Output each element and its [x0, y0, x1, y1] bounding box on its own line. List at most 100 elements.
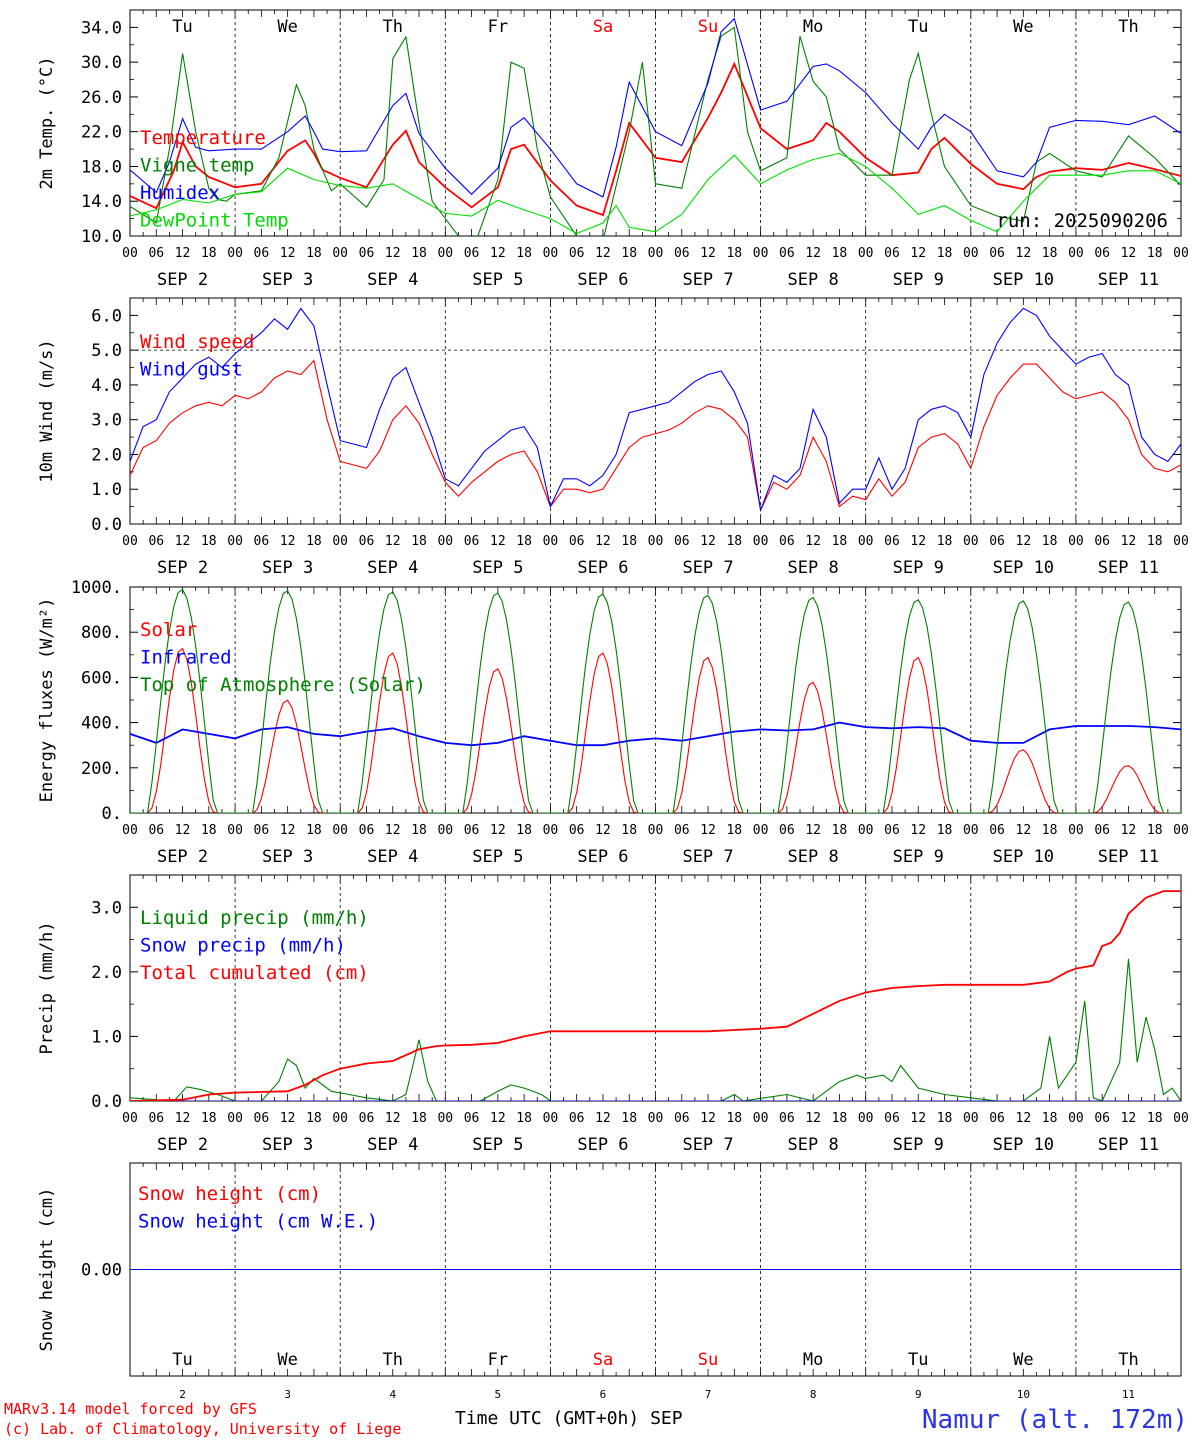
day-number-label: 3	[284, 1388, 291, 1401]
series-line	[130, 26, 1181, 236]
hour-label: 00	[963, 823, 979, 838]
hour-label: 00	[753, 823, 769, 838]
weekday-label: Th	[383, 1350, 403, 1370]
date-label: SEP 4	[367, 847, 418, 867]
credit-line: MARv3.14 model forced by GFS	[4, 1400, 257, 1418]
series-line	[130, 17, 1181, 198]
hour-label: 06	[569, 246, 585, 261]
hour-label: 00	[332, 534, 348, 549]
date-label: SEP 9	[893, 1135, 944, 1155]
hour-label: 00	[648, 823, 664, 838]
y-tick-label: 1.0	[91, 480, 122, 500]
legend-entry: DewPoint Temp	[140, 210, 289, 232]
hour-label: 18	[832, 246, 848, 261]
hour-label: 18	[621, 823, 637, 838]
day-number-label: 6	[600, 1388, 607, 1401]
hour-label: 06	[1094, 534, 1110, 549]
date-label: SEP 9	[893, 847, 944, 867]
date-label: SEP 7	[682, 558, 733, 578]
date-label: SEP 5	[472, 270, 523, 290]
y-tick-label: 18.0	[81, 157, 122, 177]
hour-label: 00	[1173, 823, 1189, 838]
hour-label: 06	[254, 823, 270, 838]
weekday-label: Fr	[488, 17, 508, 37]
hour-label: 00	[1173, 534, 1189, 549]
legend-entry: Total cumulated (cm)	[140, 962, 369, 984]
weekday-label: Sa	[593, 1350, 613, 1370]
date-label: SEP 5	[472, 558, 523, 578]
hour-label: 12	[385, 1111, 401, 1126]
hour-label: 00	[1068, 534, 1084, 549]
hour-label: 06	[1094, 1111, 1110, 1126]
y-tick-label: 26.0	[81, 88, 122, 108]
y-tick-label: 400.	[81, 714, 122, 734]
hour-label: 18	[201, 246, 217, 261]
hour-label: 18	[937, 1111, 953, 1126]
date-label: SEP 6	[577, 1135, 628, 1155]
day-number-label: 10	[1017, 1388, 1030, 1401]
hour-label: 18	[621, 534, 637, 549]
hour-label: 00	[122, 534, 138, 549]
weekday-label: Th	[1118, 1350, 1138, 1370]
hour-label: 00	[543, 246, 559, 261]
panel-energy: 0. 200. 400. 600. 800. 1000. Energy fluxes (W/…	[37, 578, 1189, 867]
hour-label: 18	[201, 534, 217, 549]
hour-label: 12	[910, 534, 926, 549]
hour-label: 06	[464, 246, 480, 261]
date-label: SEP 3	[262, 558, 313, 578]
hour-label: 12	[1121, 534, 1137, 549]
series-line	[130, 647, 1181, 813]
hour-label: 12	[1016, 1111, 1032, 1126]
date-label: SEP 4	[367, 1135, 418, 1155]
y-tick-label: 34.0	[81, 18, 122, 38]
hour-label: 00	[437, 823, 453, 838]
hour-label: 12	[280, 823, 296, 838]
weekday-label: Tu	[172, 1350, 192, 1370]
date-label: SEP 6	[577, 558, 628, 578]
hour-label: 00	[1068, 246, 1084, 261]
hour-label: 18	[726, 823, 742, 838]
date-label: SEP 3	[262, 847, 313, 867]
hour-label: 12	[595, 246, 611, 261]
date-label: SEP 5	[472, 1135, 523, 1155]
y-tick-label: 22.0	[81, 123, 122, 143]
legend-entry: Temperature	[140, 127, 266, 149]
hour-label: 00	[1068, 823, 1084, 838]
hour-label: 18	[411, 823, 427, 838]
y-tick-label: 14.0	[81, 192, 122, 212]
hour-label: 00	[543, 1111, 559, 1126]
hour-label: 18	[201, 1111, 217, 1126]
y-tick-label: 200.	[81, 759, 122, 779]
legend-entry: Humidex	[140, 182, 220, 204]
legend-entry: Snow height (cm)	[138, 1183, 321, 1205]
hour-label: 18	[411, 1111, 427, 1126]
hour-label: 06	[989, 246, 1005, 261]
hour-label: 00	[122, 246, 138, 261]
hour-label: 12	[175, 246, 191, 261]
weekday-label: Tu	[172, 17, 192, 37]
hour-label: 18	[306, 823, 322, 838]
series-line	[130, 588, 1181, 813]
weekday-label: Mo	[803, 1350, 823, 1370]
hour-label: 00	[227, 246, 243, 261]
legend-entry: Solar	[140, 619, 197, 641]
hour-label: 18	[306, 1111, 322, 1126]
hour-label: 12	[805, 246, 821, 261]
weekday-label: Mo	[803, 17, 823, 37]
hour-label: 06	[1094, 823, 1110, 838]
hour-label: 18	[621, 246, 637, 261]
date-label: SEP 8	[788, 270, 839, 290]
hour-label: 06	[989, 1111, 1005, 1126]
y-tick-label: 10.0	[81, 227, 122, 247]
date-label: SEP 10	[993, 1135, 1054, 1155]
series-line	[130, 307, 1181, 513]
date-label: SEP 10	[993, 558, 1054, 578]
date-label: SEP 11	[1098, 847, 1159, 867]
weekday-label: Tu	[908, 17, 928, 37]
hour-label: 00	[858, 534, 874, 549]
hour-label: 12	[490, 1111, 506, 1126]
hour-label: 06	[884, 1111, 900, 1126]
hour-label: 12	[805, 534, 821, 549]
legend-entry: Wind speed	[140, 331, 254, 353]
